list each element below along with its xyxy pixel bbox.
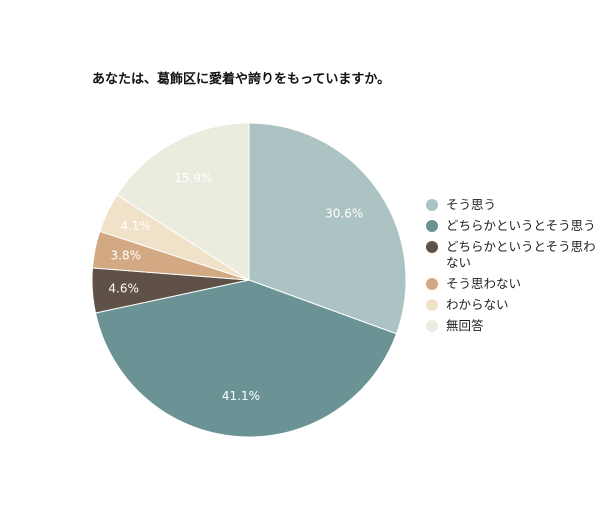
legend-item-6: 無回答: [426, 318, 602, 334]
legend-item-1: そう思う: [426, 197, 602, 213]
legend-label-3: どちらかというとそう思わない: [446, 239, 596, 270]
legend-swatch-6: [426, 320, 438, 332]
legend-label-2: どちらかというとそう思う: [446, 218, 596, 233]
legend-label-4: そう思わない: [446, 276, 522, 291]
data-label-3: 4.6%: [108, 281, 139, 295]
legend-item-4: そう思わない: [426, 276, 602, 292]
chart-title: あなたは、葛飾区に愛着や誇りをもっていますか。: [92, 72, 391, 87]
data-label-4: 3.8%: [111, 249, 142, 263]
data-label-6: 15.9%: [174, 171, 212, 185]
pie-slice-1: [248, 122, 407, 335]
chart-legend: そう思うどちらかというとそう思うどちらかというとそう思わないそう思わない わからな…: [426, 197, 602, 339]
legend-item-5: わからない: [426, 297, 602, 313]
legend-item-2: どちらかというとそう思う: [426, 218, 602, 234]
legend-label-6: 無回答: [446, 318, 484, 333]
legend-item-3: どちらかというとそう思わない: [426, 239, 602, 271]
legend-swatch-2: [426, 220, 438, 232]
pie-slice-6: [116, 122, 250, 281]
data-label-5: 4.1%: [120, 219, 151, 233]
data-label-1: 30.6%: [325, 206, 363, 220]
legend-swatch-5: [426, 299, 438, 311]
legend-swatch-1: [426, 199, 438, 211]
legend-label-1: そう思う: [446, 197, 497, 212]
pie-slice-2: [94, 279, 398, 438]
data-label-2: 41.1%: [222, 389, 260, 403]
legend-swatch-3: [426, 241, 438, 253]
legend-swatch-4: [426, 278, 438, 290]
legend-label-5: わからない: [446, 297, 509, 312]
